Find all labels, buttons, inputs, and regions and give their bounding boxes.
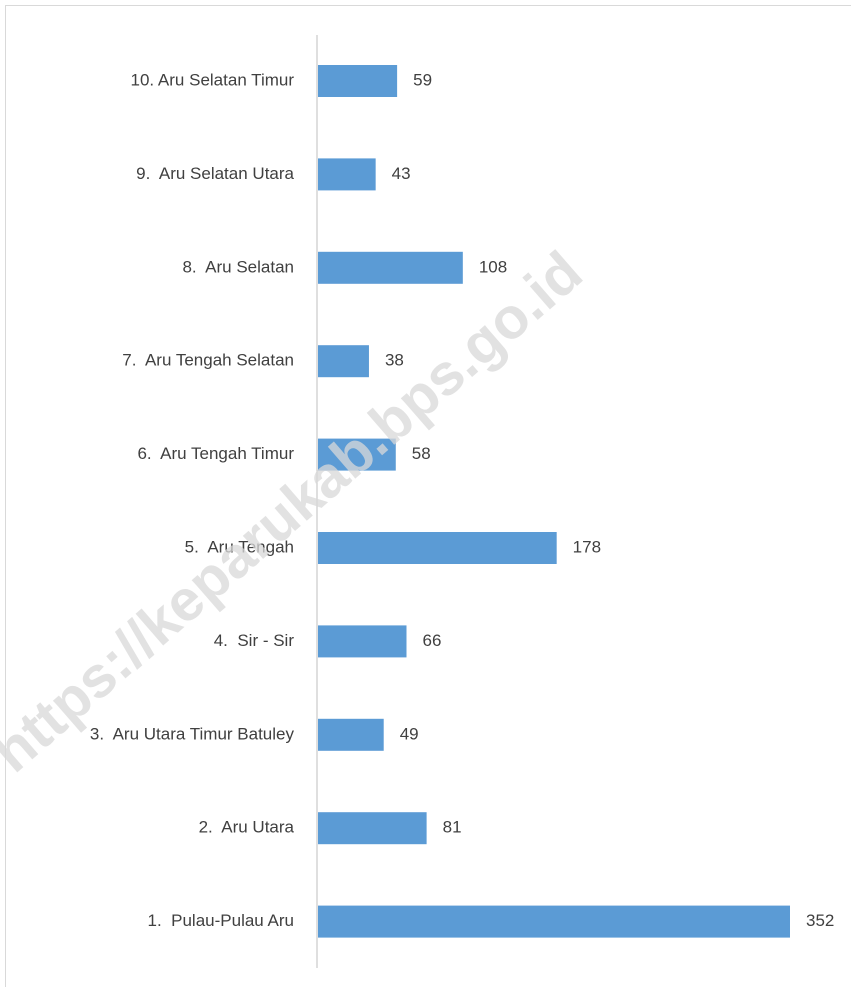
- data-label: 352: [806, 911, 834, 930]
- category-label: 10. Aru Selatan Timur: [131, 70, 295, 89]
- bar: [318, 532, 557, 564]
- bar: [318, 625, 407, 658]
- category-label: 2. Aru Utara: [199, 818, 295, 837]
- data-label: 43: [392, 164, 411, 183]
- bar: [318, 251, 463, 284]
- bar: [318, 718, 384, 751]
- category-label: 6. Aru Tengah Timur: [137, 444, 294, 463]
- data-label: 81: [443, 818, 462, 837]
- data-label: 49: [400, 724, 419, 743]
- category-label: 5. Aru Tengah: [185, 537, 294, 556]
- bar: [318, 345, 369, 378]
- data-label: 38: [385, 351, 404, 370]
- category-label: 4. Sir - Sir: [214, 631, 295, 650]
- plot-area: 10. Aru Selatan Timur 59 9. Aru Selatan Ut…: [90, 65, 834, 938]
- bar: [318, 158, 376, 191]
- bar: [318, 812, 427, 845]
- watermark: https://keparukab.bps.go.id: [0, 239, 594, 785]
- category-label: 8. Aru Selatan: [182, 257, 294, 276]
- data-label: 58: [412, 444, 431, 463]
- data-label: 108: [479, 257, 507, 276]
- category-label: 7. Aru Tengah Selatan: [122, 351, 294, 370]
- chart-border: [5, 5, 851, 987]
- category-label: 3. Aru Utara Timur Batuley: [90, 724, 295, 743]
- category-label: 9. Aru Selatan Utara: [136, 164, 294, 183]
- category-label: 1. Pulau-Pulau Aru: [148, 911, 294, 930]
- bar: [318, 438, 396, 471]
- data-label: 66: [423, 631, 442, 650]
- data-label: 178: [573, 537, 601, 556]
- bar: [318, 905, 790, 938]
- data-label: 59: [413, 70, 432, 89]
- bar: [318, 65, 398, 97]
